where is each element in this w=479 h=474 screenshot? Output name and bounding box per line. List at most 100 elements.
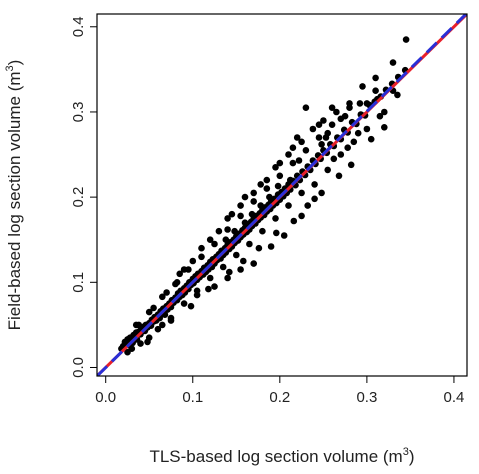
fitted-line-dashed [97, 14, 467, 376]
data-point [295, 157, 303, 164]
y-axis-title: Field-based log section volume (m3) [4, 60, 24, 331]
data-point [337, 115, 345, 123]
data-point [324, 166, 332, 174]
data-point [346, 100, 353, 107]
data-point [272, 164, 279, 171]
data-point [315, 121, 323, 128]
data-point [363, 100, 371, 107]
data-point [257, 181, 265, 188]
data-point [359, 83, 366, 90]
data-point [226, 268, 233, 276]
x-tick-label: 0.2 [269, 389, 290, 406]
data-point [354, 129, 362, 137]
data-point [302, 104, 310, 111]
data-point [206, 236, 214, 243]
x-tick-label: 0.3 [356, 389, 377, 406]
y-tick-label: 0.0 [70, 357, 87, 378]
data-point [311, 195, 318, 203]
data-point [159, 293, 166, 301]
data-point [237, 266, 244, 273]
data-point [328, 121, 336, 128]
reference-lines [97, 14, 467, 376]
data-point [240, 257, 247, 265]
x-tick-label: 0.0 [95, 389, 116, 406]
data-point [293, 134, 301, 141]
data-point [241, 193, 249, 201]
data-point [389, 59, 397, 66]
data-point [180, 300, 188, 307]
data-point [266, 193, 273, 201]
data-point [224, 274, 231, 282]
x-axis: 0.0 0.1 0.2 0.3 0.4 [95, 376, 464, 406]
data-point [250, 198, 257, 205]
y-axis: 0.0 0.1 0.2 0.3 0.4 [70, 16, 97, 378]
data-point [198, 244, 205, 252]
data-point [347, 161, 355, 169]
data-point [224, 226, 231, 233]
data-point [222, 236, 230, 243]
data-point [154, 325, 162, 333]
data-point [167, 317, 175, 324]
data-point [272, 215, 279, 222]
data-point [273, 229, 280, 237]
data-point [363, 125, 371, 133]
data-point [367, 135, 375, 143]
data-point [298, 212, 305, 220]
x-axis-title-text: TLS-based log section volume [149, 447, 378, 466]
data-point [344, 144, 352, 151]
data-point [124, 348, 131, 356]
data-point [255, 244, 263, 252]
data-point [173, 279, 181, 286]
data-point [257, 202, 265, 209]
data-point [318, 141, 325, 148]
data-points [118, 36, 410, 356]
y-tick-label: 0.4 [70, 16, 87, 37]
data-point [211, 240, 218, 248]
data-point [180, 266, 188, 273]
data-point [376, 112, 384, 120]
data-point [189, 257, 197, 265]
data-point [150, 304, 157, 312]
data-point [372, 87, 379, 94]
y-axis-unit-base: m [5, 71, 24, 85]
data-point [248, 210, 256, 218]
data-point [318, 189, 325, 197]
data-point [215, 227, 223, 235]
data-point [289, 144, 297, 151]
data-point [276, 172, 284, 180]
data-point [320, 117, 327, 124]
data-point [228, 210, 236, 218]
x-tick-label: 0.4 [444, 389, 465, 406]
y-tick-label: 0.3 [70, 102, 87, 123]
data-point [224, 215, 231, 222]
data-point [276, 159, 284, 167]
data-point [335, 172, 343, 180]
data-point [372, 74, 379, 82]
data-point [337, 151, 345, 158]
data-point [198, 253, 205, 261]
data-point [250, 260, 257, 267]
data-point [237, 212, 244, 220]
plot-frame [96, 13, 468, 377]
data-point [290, 217, 298, 225]
data-point [287, 176, 294, 184]
data-point [322, 134, 330, 141]
x-tick-label: 0.1 [182, 389, 203, 406]
data-point [328, 104, 336, 111]
y-axis-unit-exp: 3 [4, 65, 16, 71]
data-point [263, 185, 271, 192]
data-point [381, 124, 388, 131]
data-point [231, 227, 238, 235]
data-point [237, 202, 244, 209]
x-axis-unit-exp: 3 [403, 446, 409, 458]
data-point [135, 321, 143, 329]
data-point [302, 147, 310, 154]
data-point [193, 291, 201, 299]
data-point [285, 202, 292, 209]
data-point [176, 270, 183, 278]
data-point [241, 219, 249, 226]
data-point [187, 302, 195, 310]
y-tick-label: 0.2 [70, 187, 87, 208]
data-point [280, 232, 288, 239]
data-point [304, 202, 312, 209]
